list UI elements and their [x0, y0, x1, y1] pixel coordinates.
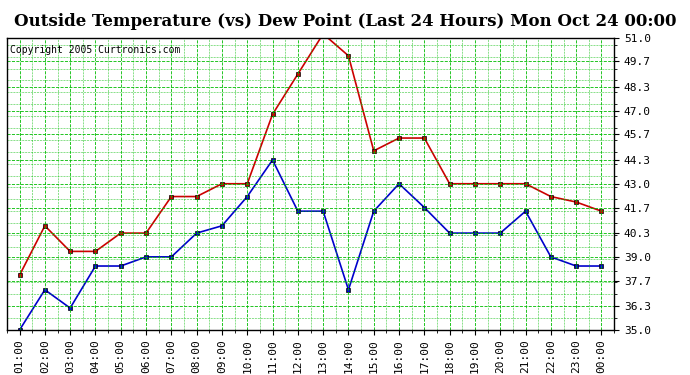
Text: Outside Temperature (vs) Dew Point (Last 24 Hours) Mon Oct 24 00:00: Outside Temperature (vs) Dew Point (Last… — [14, 13, 676, 30]
Text: Copyright 2005 Curtronics.com: Copyright 2005 Curtronics.com — [10, 45, 180, 55]
